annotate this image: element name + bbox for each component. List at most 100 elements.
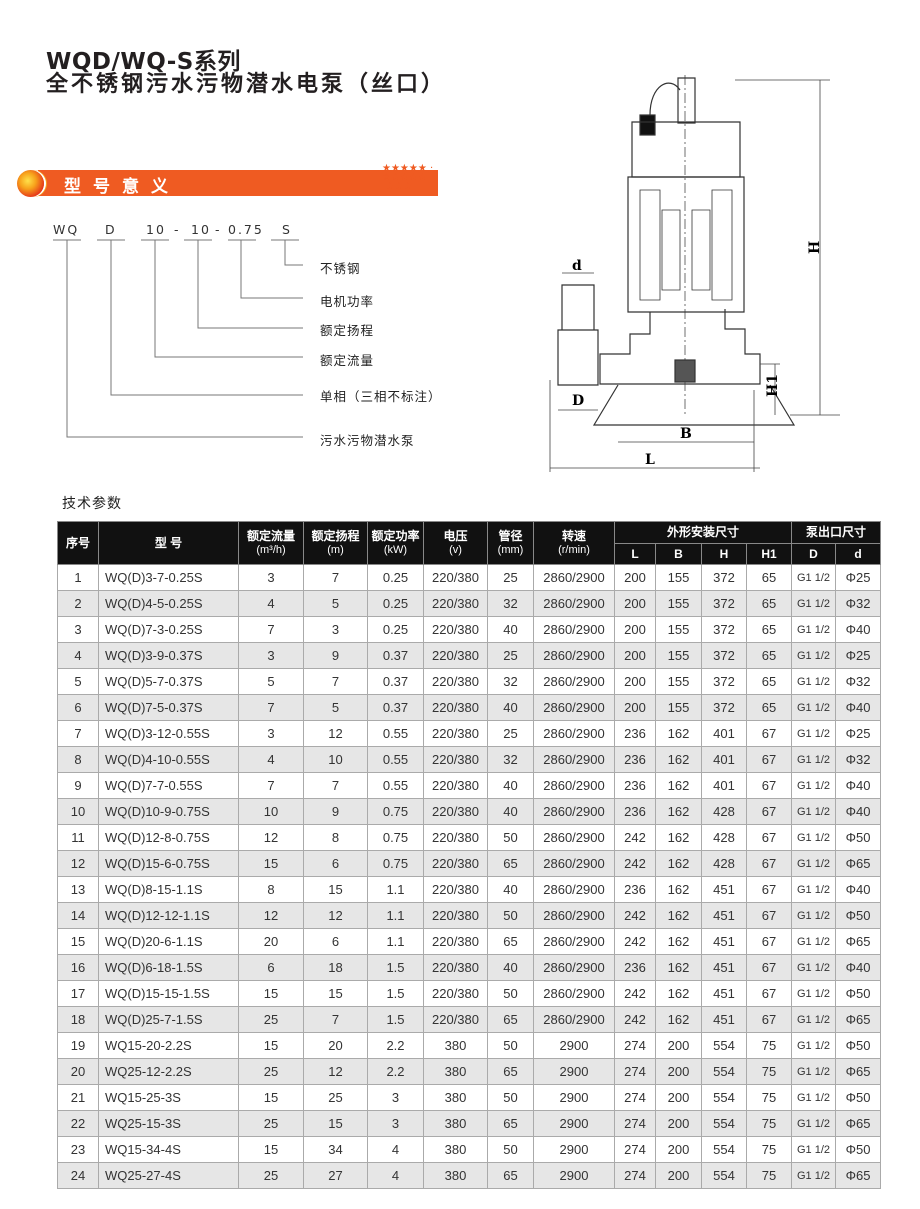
cell-no: 13 bbox=[57, 876, 99, 903]
cell-speed: 2860/2900 bbox=[533, 590, 615, 617]
cell-no: 24 bbox=[57, 1162, 99, 1189]
cell-B: 155 bbox=[655, 642, 702, 669]
cell-head: 15 bbox=[303, 980, 368, 1007]
cell-head: 15 bbox=[303, 1110, 368, 1137]
cell-H1: 67 bbox=[745, 850, 793, 877]
cell-L: 236 bbox=[614, 876, 656, 903]
spec-table-body: 1 WQ(D)3-7-0.25S 3 7 0.25 220/380 25 2860/2900 2… bbox=[57, 564, 882, 1189]
cell-model: WQ25-15-3S bbox=[98, 1110, 239, 1137]
cell-outlet-d: Φ65 bbox=[835, 928, 882, 955]
cell-B: 200 bbox=[655, 1136, 702, 1163]
cell-pipe: 32 bbox=[487, 590, 534, 617]
cell-pipe: 40 bbox=[487, 694, 534, 721]
cell-B: 162 bbox=[655, 798, 702, 825]
cell-pipe: 32 bbox=[487, 668, 534, 695]
cell-model: WQ15-25-3S bbox=[98, 1084, 239, 1111]
cell-flow: 8 bbox=[238, 876, 304, 903]
cell-speed: 2900 bbox=[533, 1136, 615, 1163]
cell-outlet-d: Φ25 bbox=[835, 642, 882, 669]
cell-H1: 67 bbox=[745, 1006, 793, 1033]
cell-model: WQ15-34-4S bbox=[98, 1136, 239, 1163]
table-row: 15 WQ(D)20-6-1.1S 20 6 1.1 220/380 65 2860/2900… bbox=[57, 928, 882, 955]
cell-head: 3 bbox=[303, 616, 368, 643]
cell-no: 21 bbox=[57, 1084, 99, 1111]
cell-outlet-D: G1 1/2 bbox=[791, 1006, 837, 1033]
cell-pipe: 50 bbox=[487, 902, 534, 929]
code-separator: - bbox=[174, 222, 181, 237]
cell-B: 162 bbox=[655, 746, 702, 773]
cell-outlet-D: G1 1/2 bbox=[791, 694, 837, 721]
cell-L: 236 bbox=[614, 798, 656, 825]
cell-B: 155 bbox=[655, 616, 702, 643]
cell-no: 5 bbox=[57, 668, 99, 695]
cell-speed: 2900 bbox=[533, 1058, 615, 1085]
meaning-single-phase: 单相（三相不标注） bbox=[320, 389, 442, 404]
cell-H1: 65 bbox=[745, 616, 793, 643]
cell-power: 2.2 bbox=[367, 1032, 424, 1059]
cell-head: 5 bbox=[303, 590, 368, 617]
cell-pipe: 25 bbox=[487, 642, 534, 669]
cell-speed: 2900 bbox=[533, 1110, 615, 1137]
cell-head: 7 bbox=[303, 772, 368, 799]
cell-outlet-d: Φ40 bbox=[835, 954, 882, 981]
cell-speed: 2900 bbox=[533, 1162, 615, 1189]
header-power-unit: (kW) bbox=[383, 543, 408, 556]
cell-outlet-d: Φ40 bbox=[835, 616, 882, 643]
cell-H: 428 bbox=[701, 798, 747, 825]
cell-L: 236 bbox=[614, 772, 656, 799]
cell-power: 0.25 bbox=[367, 616, 424, 643]
cell-voltage: 380 bbox=[423, 1136, 488, 1163]
cell-pipe: 40 bbox=[487, 876, 534, 903]
cell-speed: 2900 bbox=[533, 1032, 615, 1059]
cell-power: 1.5 bbox=[367, 954, 424, 981]
cell-outlet-d: Φ40 bbox=[835, 798, 882, 825]
cell-outlet-D: G1 1/2 bbox=[791, 720, 837, 747]
table-row: 18 WQ(D)25-7-1.5S 25 7 1.5 220/380 65 2860/2900… bbox=[57, 1006, 882, 1033]
table-row: 9 WQ(D)7-7-0.55S 7 7 0.55 220/380 40 2860/2900 2… bbox=[57, 772, 882, 799]
pump-drawing: d D B L H H1 bbox=[549, 75, 840, 472]
table-row: 20 WQ25-12-2.2S 25 12 2.2 380 65 2900 274 200 554 7… bbox=[57, 1058, 882, 1085]
cell-B: 162 bbox=[655, 720, 702, 747]
cell-power: 1.5 bbox=[367, 980, 424, 1007]
table-row: 4 WQ(D)3-9-0.37S 3 9 0.37 220/380 25 2860/2900 2… bbox=[57, 642, 882, 669]
cell-flow: 7 bbox=[238, 616, 304, 643]
cell-speed: 2860/2900 bbox=[533, 798, 615, 825]
table-row: 5 WQ(D)5-7-0.37S 5 7 0.37 220/380 32 2860/2900 2… bbox=[57, 668, 882, 695]
cell-voltage: 220/380 bbox=[423, 850, 488, 877]
cell-power: 0.75 bbox=[367, 798, 424, 825]
cell-voltage: 380 bbox=[423, 1058, 488, 1085]
cell-outlet-D: G1 1/2 bbox=[791, 746, 837, 773]
cell-outlet-d: Φ50 bbox=[835, 980, 882, 1007]
cell-B: 200 bbox=[655, 1162, 702, 1189]
cell-head: 6 bbox=[303, 928, 368, 955]
cell-outlet-d: Φ40 bbox=[835, 694, 882, 721]
cell-voltage: 220/380 bbox=[423, 564, 488, 591]
tech-params-title: 技术参数 bbox=[62, 496, 122, 512]
cell-flow: 3 bbox=[238, 642, 304, 669]
cell-speed: 2860/2900 bbox=[533, 1006, 615, 1033]
cell-model: WQ25-12-2.2S bbox=[98, 1058, 239, 1085]
cell-no: 12 bbox=[57, 850, 99, 877]
cell-power: 0.55 bbox=[367, 720, 424, 747]
cell-outlet-D: G1 1/2 bbox=[791, 1084, 837, 1111]
cell-head: 5 bbox=[303, 694, 368, 721]
cell-pipe: 50 bbox=[487, 980, 534, 1007]
orange-ball-icon bbox=[17, 170, 44, 197]
cell-flow: 15 bbox=[238, 980, 304, 1007]
cell-no: 18 bbox=[57, 1006, 99, 1033]
cell-flow: 15 bbox=[238, 1084, 304, 1111]
cell-B: 162 bbox=[655, 772, 702, 799]
cell-L: 242 bbox=[614, 980, 656, 1007]
cell-L: 274 bbox=[614, 1032, 656, 1059]
cell-pipe: 65 bbox=[487, 928, 534, 955]
cell-H: 554 bbox=[701, 1032, 747, 1059]
cell-H1: 75 bbox=[745, 1136, 793, 1163]
cell-L: 274 bbox=[614, 1084, 656, 1111]
cell-power: 0.37 bbox=[367, 694, 424, 721]
cell-power: 0.75 bbox=[367, 824, 424, 851]
cell-flow: 12 bbox=[238, 824, 304, 851]
cell-outlet-D: G1 1/2 bbox=[791, 1136, 837, 1163]
cell-outlet-D: G1 1/2 bbox=[791, 642, 837, 669]
table-row: 8 WQ(D)4-10-0.55S 4 10 0.55 220/380 32 2860/290… bbox=[57, 746, 882, 773]
cell-H1: 67 bbox=[745, 902, 793, 929]
